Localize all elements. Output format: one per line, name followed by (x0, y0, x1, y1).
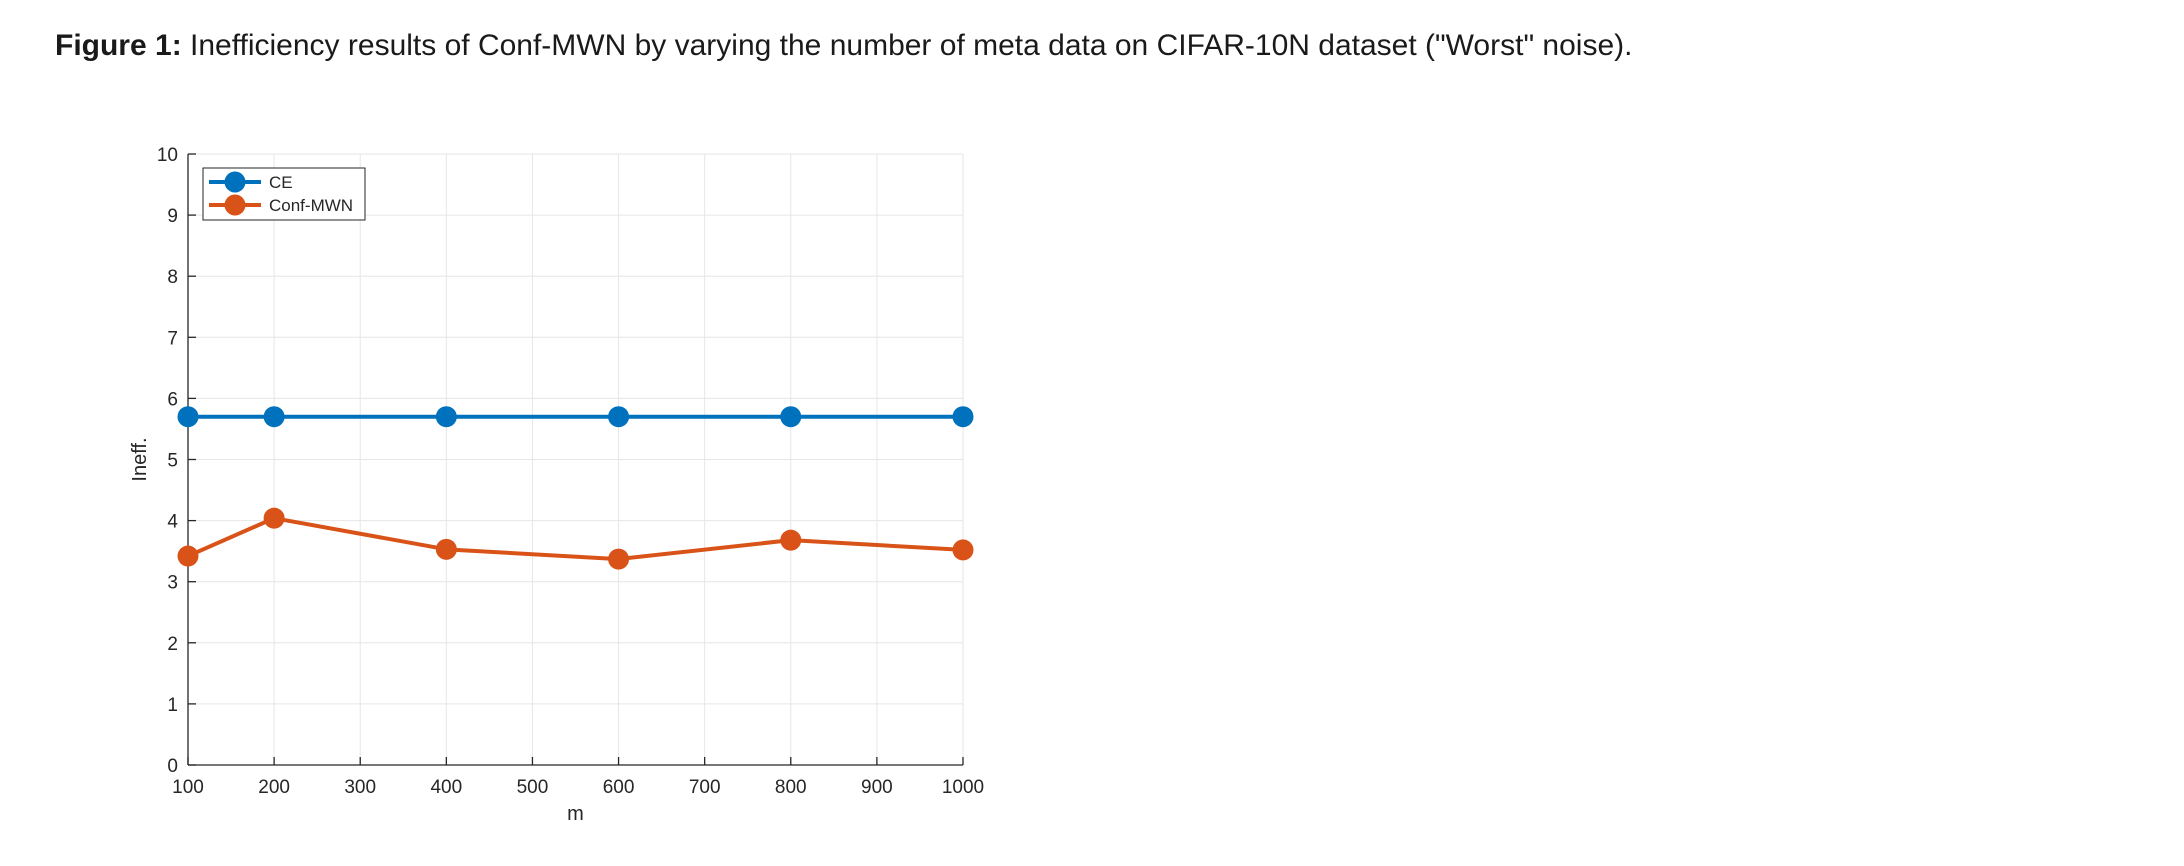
x-tick-label: 800 (775, 777, 807, 798)
x-tick-label: 400 (430, 777, 462, 798)
y-tick-label: 4 (167, 512, 178, 533)
legend-marker (224, 171, 246, 193)
data-point (608, 548, 630, 570)
data-point (780, 406, 802, 428)
figure-caption-label: Figure 1: (55, 29, 182, 62)
figure-caption-text: Inefficiency results of Conf-MWN by vary… (181, 29, 1633, 62)
data-point (177, 545, 199, 567)
y-axis-title: Ineff. (129, 437, 151, 481)
series-group (177, 406, 974, 570)
data-point (263, 406, 285, 428)
data-point (952, 539, 974, 561)
data-point (435, 406, 457, 428)
data-point (435, 538, 457, 560)
x-tick-label: 500 (517, 777, 549, 798)
legend-label: Conf-MWN (269, 196, 353, 215)
axes: 100 200 300 400 500 600 700 800 900 1000 0 1 2 3 4 5 6 7 8… (157, 145, 984, 798)
data-point (263, 507, 285, 529)
legend-item: CE (209, 171, 293, 193)
legend-item: Conf-MWN (209, 194, 353, 216)
data-point (177, 406, 199, 428)
x-tick-label: 900 (861, 777, 893, 798)
y-tick-label: 6 (167, 389, 178, 410)
y-tick-label: 5 (167, 451, 178, 472)
y-tick-label: 7 (167, 328, 178, 349)
legend-label: CE (269, 173, 293, 192)
grid (187, 153, 964, 766)
data-point (780, 529, 802, 551)
data-point (952, 406, 974, 428)
x-axis-title: m (567, 803, 584, 825)
x-tick-label: 100 (172, 777, 204, 798)
series-conf-mwn (177, 507, 974, 570)
x-tick-label: 700 (689, 777, 721, 798)
figure-caption: Figure 1: Inefficiency results of Conf-M… (55, 26, 1632, 66)
legend-marker (224, 194, 246, 216)
x-tick-label: 600 (603, 777, 635, 798)
y-tick-label: 10 (157, 145, 178, 166)
y-tick-label: 2 (167, 634, 178, 655)
x-tick-label: 1000 (942, 777, 984, 798)
y-tick-label: 0 (167, 756, 178, 777)
series-ce (177, 406, 974, 428)
y-tick-label: 3 (167, 573, 178, 594)
y-tick-label: 1 (167, 695, 178, 716)
legend: CE Conf-MWN (202, 167, 366, 221)
data-point (608, 406, 630, 428)
y-tick-label: 9 (167, 206, 178, 227)
x-tick-label: 200 (258, 777, 290, 798)
series-line (187, 516, 964, 562)
y-tick-label: 8 (167, 267, 178, 288)
x-tick-label: 300 (344, 777, 376, 798)
